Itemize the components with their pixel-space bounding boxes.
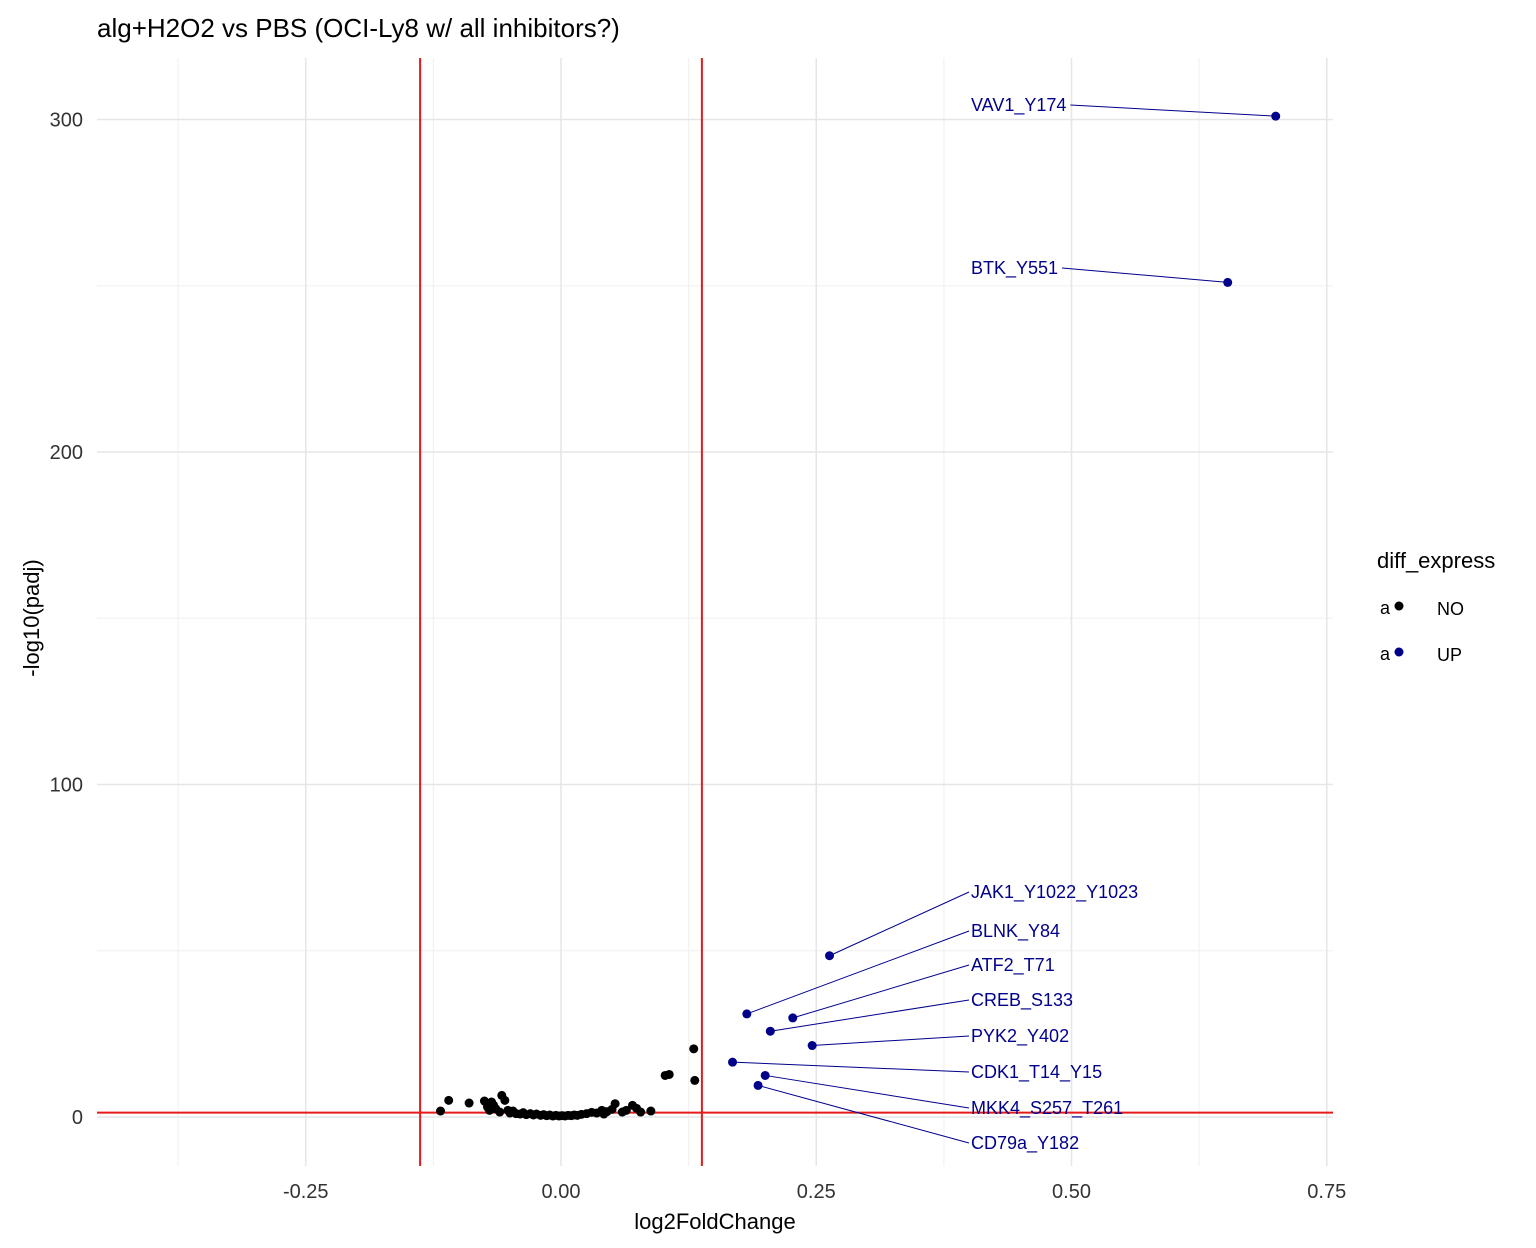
data-point-no <box>610 1099 620 1109</box>
y-tick-label: 100 <box>50 775 83 797</box>
data-point-up <box>742 1009 752 1019</box>
data-point-no <box>495 1107 505 1117</box>
point-label: MKK4_S257_T261 <box>971 1098 1123 1119</box>
data-point-no <box>690 1075 700 1085</box>
data-point-up <box>1271 111 1281 121</box>
data-point-no <box>436 1106 446 1116</box>
legend-key-point <box>1394 647 1404 657</box>
data-point-no <box>464 1098 474 1108</box>
data-point-up <box>788 1013 798 1023</box>
x-tick-label: -0.25 <box>283 1181 329 1203</box>
data-point-up <box>753 1080 763 1090</box>
point-label: VAV1_Y174 <box>971 95 1066 116</box>
plot-area: VAV1_Y174 BTK_Y551 JAK1_Y1022_Y1023 BLNK_Y8… <box>97 58 1333 1166</box>
y-tick-label: 300 <box>50 110 83 132</box>
y-tick-label: 200 <box>50 442 83 464</box>
x-tick-label: 0.00 <box>542 1181 581 1203</box>
data-point-up <box>807 1041 817 1051</box>
point-label: PYK2_Y402 <box>971 1026 1069 1047</box>
label-connector <box>746 930 970 1015</box>
data-point-no <box>646 1106 656 1116</box>
chart-title: alg+H2O2 vs PBS (OCI-Ly8 w/ all inhibito… <box>97 13 620 43</box>
data-point-up <box>728 1057 738 1067</box>
y-tick-label: 0 <box>72 1107 83 1129</box>
data-point-no <box>500 1095 510 1105</box>
label-connector <box>770 999 970 1032</box>
y-axis-title: -log10(padj) <box>19 559 44 676</box>
legend-label: NO <box>1437 599 1464 619</box>
data-point-no <box>636 1107 646 1117</box>
point-label: BLNK_Y84 <box>971 921 1060 942</box>
label-connector <box>812 1035 970 1047</box>
x-tick-label: 0.75 <box>1307 1181 1346 1203</box>
point-label: BTK_Y551 <box>971 258 1058 279</box>
data-point-no <box>444 1095 454 1105</box>
label-connector <box>765 1074 970 1109</box>
data-point-up <box>765 1026 775 1036</box>
x-tick-label: 0.25 <box>797 1181 836 1203</box>
label-connector <box>732 1061 970 1073</box>
point-label: JAK1_Y1022_Y1023 <box>971 882 1138 903</box>
data-point-up <box>825 951 835 961</box>
data-point-up <box>1223 277 1233 287</box>
label-connector <box>757 1084 970 1144</box>
point-label: CDK1_T14_Y15 <box>971 1062 1102 1083</box>
legend-key-glyph: a <box>1380 598 1391 618</box>
label-connector <box>829 891 970 957</box>
x-axis-title: log2FoldChange <box>634 1209 795 1234</box>
legend-label: UP <box>1437 645 1462 665</box>
label-connector <box>1062 267 1228 283</box>
legend-key-point <box>1394 601 1404 611</box>
legend-title: diff_express <box>1377 548 1495 573</box>
x-tick-label: 0.50 <box>1052 1181 1091 1203</box>
data-point-no <box>689 1044 699 1054</box>
point-label: CREB_S133 <box>971 990 1073 1011</box>
label-connector <box>792 964 970 1019</box>
legend-key-glyph: a <box>1380 644 1391 664</box>
point-label: ATF2_T71 <box>971 955 1055 976</box>
point-label: CD79a_Y182 <box>971 1133 1079 1154</box>
data-point-up <box>760 1070 770 1080</box>
data-point-no <box>621 1105 631 1115</box>
data-point-no <box>664 1069 674 1079</box>
legend: diff_express a NO a UP <box>1377 548 1495 665</box>
label-connector <box>1070 104 1276 117</box>
